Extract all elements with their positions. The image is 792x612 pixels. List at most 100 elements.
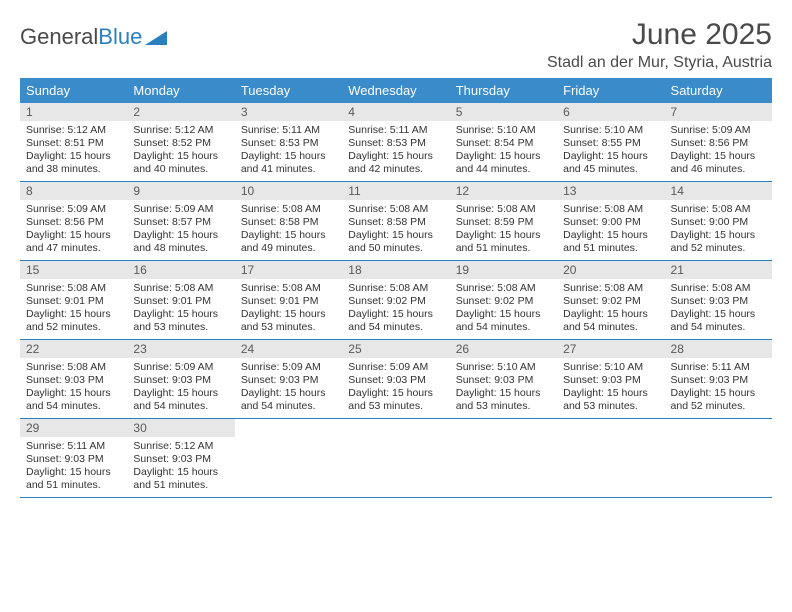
day-body: Sunrise: 5:08 AMSunset: 8:59 PMDaylight:… xyxy=(450,200,557,260)
day-number: 29 xyxy=(20,419,127,437)
day-cell: 21Sunrise: 5:08 AMSunset: 9:03 PMDayligh… xyxy=(665,261,772,339)
day-cell: 8Sunrise: 5:09 AMSunset: 8:56 PMDaylight… xyxy=(20,182,127,260)
day-cell: 25Sunrise: 5:09 AMSunset: 9:03 PMDayligh… xyxy=(342,340,449,418)
day-number: 12 xyxy=(450,182,557,200)
day-body: Sunrise: 5:09 AMSunset: 8:56 PMDaylight:… xyxy=(665,121,772,181)
day-body: Sunrise: 5:12 AMSunset: 8:51 PMDaylight:… xyxy=(20,121,127,181)
weekday-header: Saturday xyxy=(665,78,772,103)
day-number: 27 xyxy=(557,340,664,358)
day-number: 11 xyxy=(342,182,449,200)
day-body: Sunrise: 5:08 AMSunset: 9:03 PMDaylight:… xyxy=(20,358,127,418)
day-number: 7 xyxy=(665,103,772,121)
day-body: Sunrise: 5:08 AMSunset: 9:01 PMDaylight:… xyxy=(127,279,234,339)
week-row: 15Sunrise: 5:08 AMSunset: 9:01 PMDayligh… xyxy=(20,261,772,340)
week-row: 8Sunrise: 5:09 AMSunset: 8:56 PMDaylight… xyxy=(20,182,772,261)
day-cell: 9Sunrise: 5:09 AMSunset: 8:57 PMDaylight… xyxy=(127,182,234,260)
day-number: 9 xyxy=(127,182,234,200)
day-body: Sunrise: 5:08 AMSunset: 9:02 PMDaylight:… xyxy=(342,279,449,339)
day-cell: 10Sunrise: 5:08 AMSunset: 8:58 PMDayligh… xyxy=(235,182,342,260)
day-number: 4 xyxy=(342,103,449,121)
day-cell: 12Sunrise: 5:08 AMSunset: 8:59 PMDayligh… xyxy=(450,182,557,260)
day-cell: 27Sunrise: 5:10 AMSunset: 9:03 PMDayligh… xyxy=(557,340,664,418)
day-number: 3 xyxy=(235,103,342,121)
day-number: 8 xyxy=(20,182,127,200)
day-cell: 7Sunrise: 5:09 AMSunset: 8:56 PMDaylight… xyxy=(665,103,772,181)
day-number: 10 xyxy=(235,182,342,200)
day-body: Sunrise: 5:10 AMSunset: 9:03 PMDaylight:… xyxy=(450,358,557,418)
logo: GeneralBlue xyxy=(20,18,167,50)
day-number: 28 xyxy=(665,340,772,358)
logo-text-2: Blue xyxy=(98,24,142,50)
calendar-grid: SundayMondayTuesdayWednesdayThursdayFrid… xyxy=(20,78,772,498)
day-cell: 29Sunrise: 5:11 AMSunset: 9:03 PMDayligh… xyxy=(20,419,127,497)
day-cell: 26Sunrise: 5:10 AMSunset: 9:03 PMDayligh… xyxy=(450,340,557,418)
day-body: Sunrise: 5:08 AMSunset: 9:01 PMDaylight:… xyxy=(20,279,127,339)
day-cell xyxy=(665,419,772,497)
day-cell: 28Sunrise: 5:11 AMSunset: 9:03 PMDayligh… xyxy=(665,340,772,418)
day-number: 26 xyxy=(450,340,557,358)
weekday-header-row: SundayMondayTuesdayWednesdayThursdayFrid… xyxy=(20,78,772,103)
day-cell xyxy=(342,419,449,497)
day-cell: 13Sunrise: 5:08 AMSunset: 9:00 PMDayligh… xyxy=(557,182,664,260)
day-body: Sunrise: 5:10 AMSunset: 8:54 PMDaylight:… xyxy=(450,121,557,181)
day-number: 6 xyxy=(557,103,664,121)
month-title: June 2025 xyxy=(547,18,772,52)
day-number: 15 xyxy=(20,261,127,279)
day-cell: 2Sunrise: 5:12 AMSunset: 8:52 PMDaylight… xyxy=(127,103,234,181)
day-body: Sunrise: 5:12 AMSunset: 9:03 PMDaylight:… xyxy=(127,437,234,497)
day-cell xyxy=(235,419,342,497)
day-cell: 30Sunrise: 5:12 AMSunset: 9:03 PMDayligh… xyxy=(127,419,234,497)
day-body: Sunrise: 5:08 AMSunset: 9:01 PMDaylight:… xyxy=(235,279,342,339)
day-body: Sunrise: 5:09 AMSunset: 8:57 PMDaylight:… xyxy=(127,200,234,260)
day-body: Sunrise: 5:08 AMSunset: 8:58 PMDaylight:… xyxy=(235,200,342,260)
day-cell: 24Sunrise: 5:09 AMSunset: 9:03 PMDayligh… xyxy=(235,340,342,418)
day-cell: 14Sunrise: 5:08 AMSunset: 9:00 PMDayligh… xyxy=(665,182,772,260)
day-cell: 23Sunrise: 5:09 AMSunset: 9:03 PMDayligh… xyxy=(127,340,234,418)
day-body: Sunrise: 5:11 AMSunset: 8:53 PMDaylight:… xyxy=(342,121,449,181)
day-cell: 4Sunrise: 5:11 AMSunset: 8:53 PMDaylight… xyxy=(342,103,449,181)
day-body: Sunrise: 5:08 AMSunset: 9:00 PMDaylight:… xyxy=(557,200,664,260)
day-body: Sunrise: 5:12 AMSunset: 8:52 PMDaylight:… xyxy=(127,121,234,181)
day-number: 20 xyxy=(557,261,664,279)
week-row: 29Sunrise: 5:11 AMSunset: 9:03 PMDayligh… xyxy=(20,419,772,498)
day-number: 30 xyxy=(127,419,234,437)
day-cell xyxy=(450,419,557,497)
day-body: Sunrise: 5:08 AMSunset: 9:00 PMDaylight:… xyxy=(665,200,772,260)
day-number: 23 xyxy=(127,340,234,358)
location: Stadl an der Mur, Styria, Austria xyxy=(547,54,772,72)
day-number: 5 xyxy=(450,103,557,121)
weekday-header: Sunday xyxy=(20,78,127,103)
day-body: Sunrise: 5:09 AMSunset: 9:03 PMDaylight:… xyxy=(342,358,449,418)
day-cell xyxy=(557,419,664,497)
day-body: Sunrise: 5:08 AMSunset: 9:02 PMDaylight:… xyxy=(450,279,557,339)
day-cell: 15Sunrise: 5:08 AMSunset: 9:01 PMDayligh… xyxy=(20,261,127,339)
day-number: 14 xyxy=(665,182,772,200)
day-number: 21 xyxy=(665,261,772,279)
day-number: 17 xyxy=(235,261,342,279)
day-number: 25 xyxy=(342,340,449,358)
day-cell: 17Sunrise: 5:08 AMSunset: 9:01 PMDayligh… xyxy=(235,261,342,339)
day-body: Sunrise: 5:11 AMSunset: 8:53 PMDaylight:… xyxy=(235,121,342,181)
day-body: Sunrise: 5:09 AMSunset: 9:03 PMDaylight:… xyxy=(127,358,234,418)
week-row: 1Sunrise: 5:12 AMSunset: 8:51 PMDaylight… xyxy=(20,103,772,182)
day-cell: 6Sunrise: 5:10 AMSunset: 8:55 PMDaylight… xyxy=(557,103,664,181)
day-cell: 19Sunrise: 5:08 AMSunset: 9:02 PMDayligh… xyxy=(450,261,557,339)
day-number: 22 xyxy=(20,340,127,358)
day-body: Sunrise: 5:08 AMSunset: 8:58 PMDaylight:… xyxy=(342,200,449,260)
day-body: Sunrise: 5:08 AMSunset: 9:03 PMDaylight:… xyxy=(665,279,772,339)
weekday-header: Thursday xyxy=(450,78,557,103)
week-row: 22Sunrise: 5:08 AMSunset: 9:03 PMDayligh… xyxy=(20,340,772,419)
day-cell: 11Sunrise: 5:08 AMSunset: 8:58 PMDayligh… xyxy=(342,182,449,260)
calendar-page: GeneralBlue June 2025 Stadl an der Mur, … xyxy=(0,0,792,498)
day-body: Sunrise: 5:08 AMSunset: 9:02 PMDaylight:… xyxy=(557,279,664,339)
day-body: Sunrise: 5:10 AMSunset: 9:03 PMDaylight:… xyxy=(557,358,664,418)
day-cell: 20Sunrise: 5:08 AMSunset: 9:02 PMDayligh… xyxy=(557,261,664,339)
day-number: 24 xyxy=(235,340,342,358)
day-body: Sunrise: 5:09 AMSunset: 8:56 PMDaylight:… xyxy=(20,200,127,260)
day-number: 19 xyxy=(450,261,557,279)
day-body: Sunrise: 5:11 AMSunset: 9:03 PMDaylight:… xyxy=(665,358,772,418)
day-number: 18 xyxy=(342,261,449,279)
day-number: 13 xyxy=(557,182,664,200)
day-body: Sunrise: 5:09 AMSunset: 9:03 PMDaylight:… xyxy=(235,358,342,418)
logo-triangle-icon xyxy=(145,29,167,45)
